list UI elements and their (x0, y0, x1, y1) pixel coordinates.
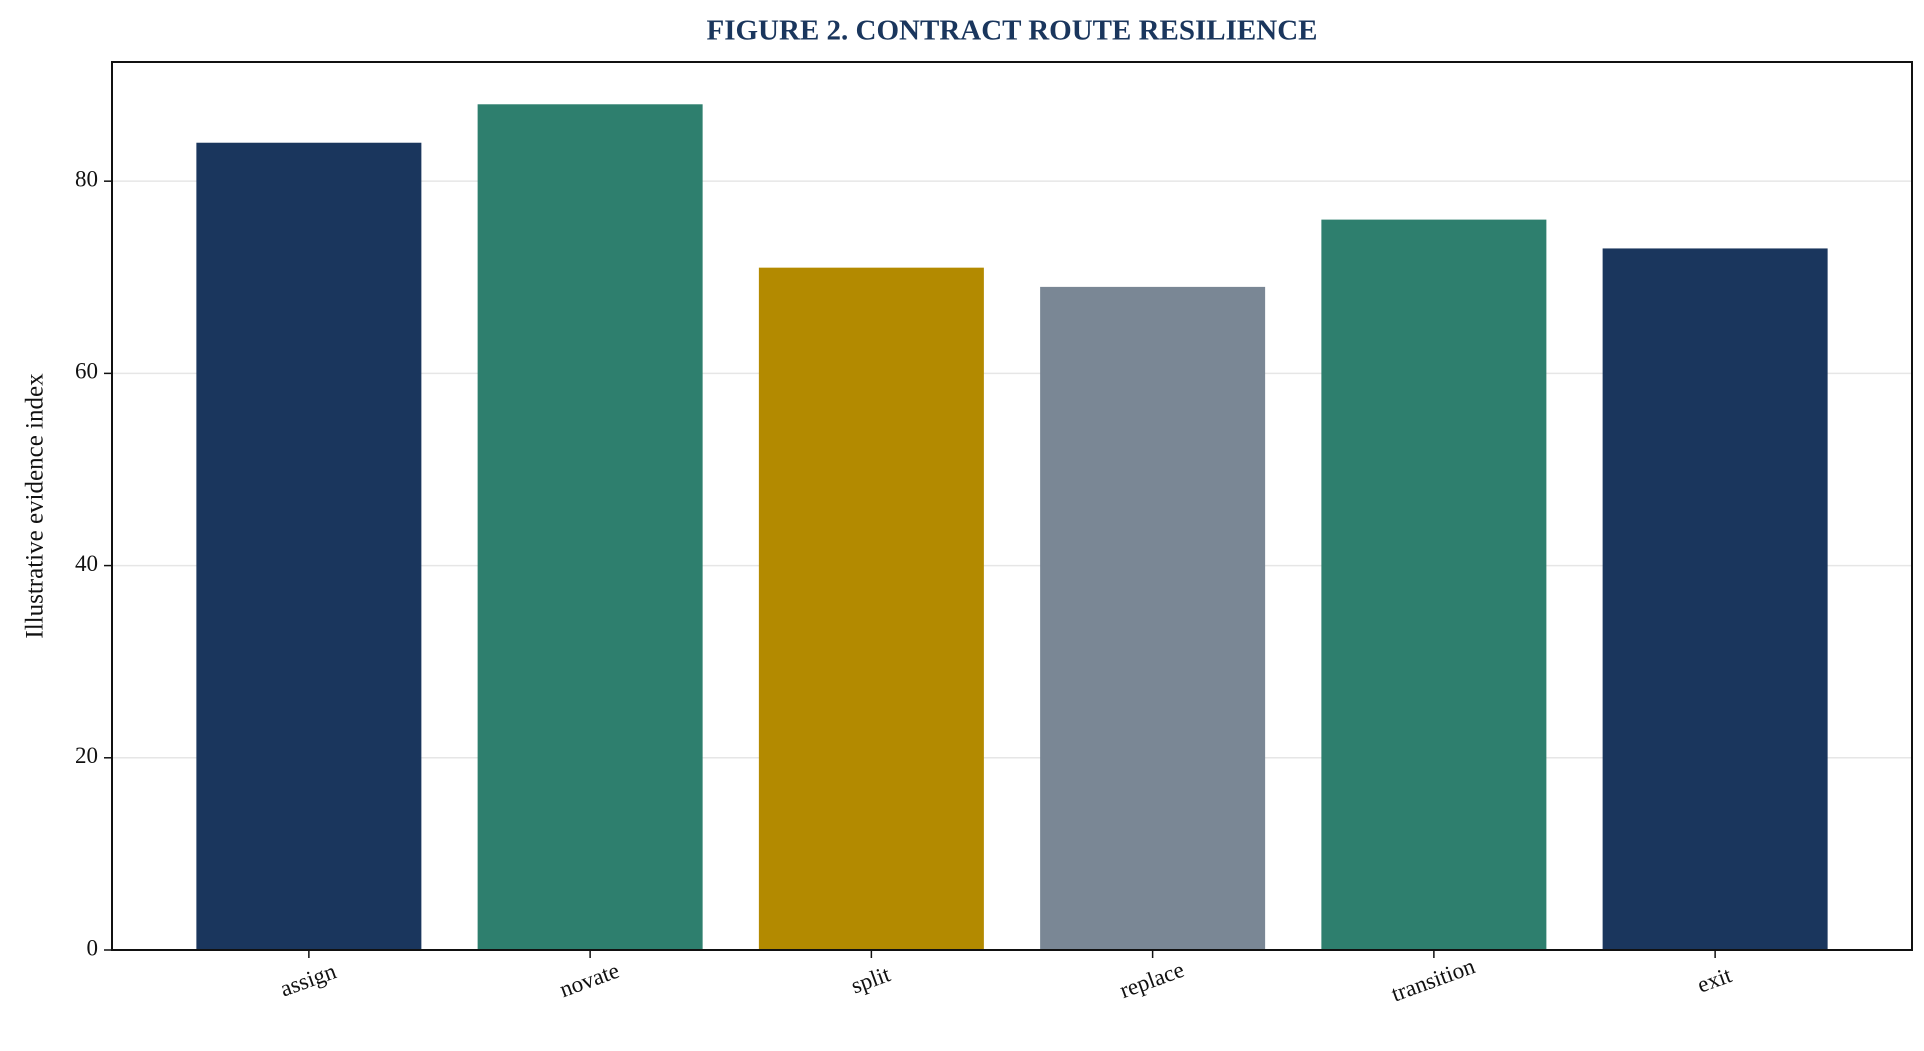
x-tick-label: exit (1694, 962, 1736, 997)
x-tick-label: novate (556, 958, 622, 1002)
y-axis-label: Illustrative evidence index (22, 373, 49, 639)
bar (196, 142, 422, 950)
x-tick-label: assign (277, 958, 340, 1001)
bar (477, 104, 703, 951)
y-tick-label: 60 (75, 359, 98, 384)
y-tick-label: 80 (75, 166, 98, 191)
plot-frame (111, 61, 1913, 951)
y-tick-label: 0 (87, 935, 99, 960)
bar (1040, 286, 1266, 950)
x-tick-label: replace (1116, 957, 1187, 1003)
y-tick-label: 20 (75, 743, 98, 768)
x-tick-label: split (848, 961, 894, 998)
bar (1602, 248, 1828, 951)
bar (1321, 219, 1547, 951)
x-tick-label: transition (1388, 953, 1479, 1006)
bar (758, 267, 984, 950)
chart-title: FIGURE 2. CONTRACT ROUTE RESILIENCE (707, 15, 1318, 47)
y-tick-label: 40 (75, 551, 98, 576)
